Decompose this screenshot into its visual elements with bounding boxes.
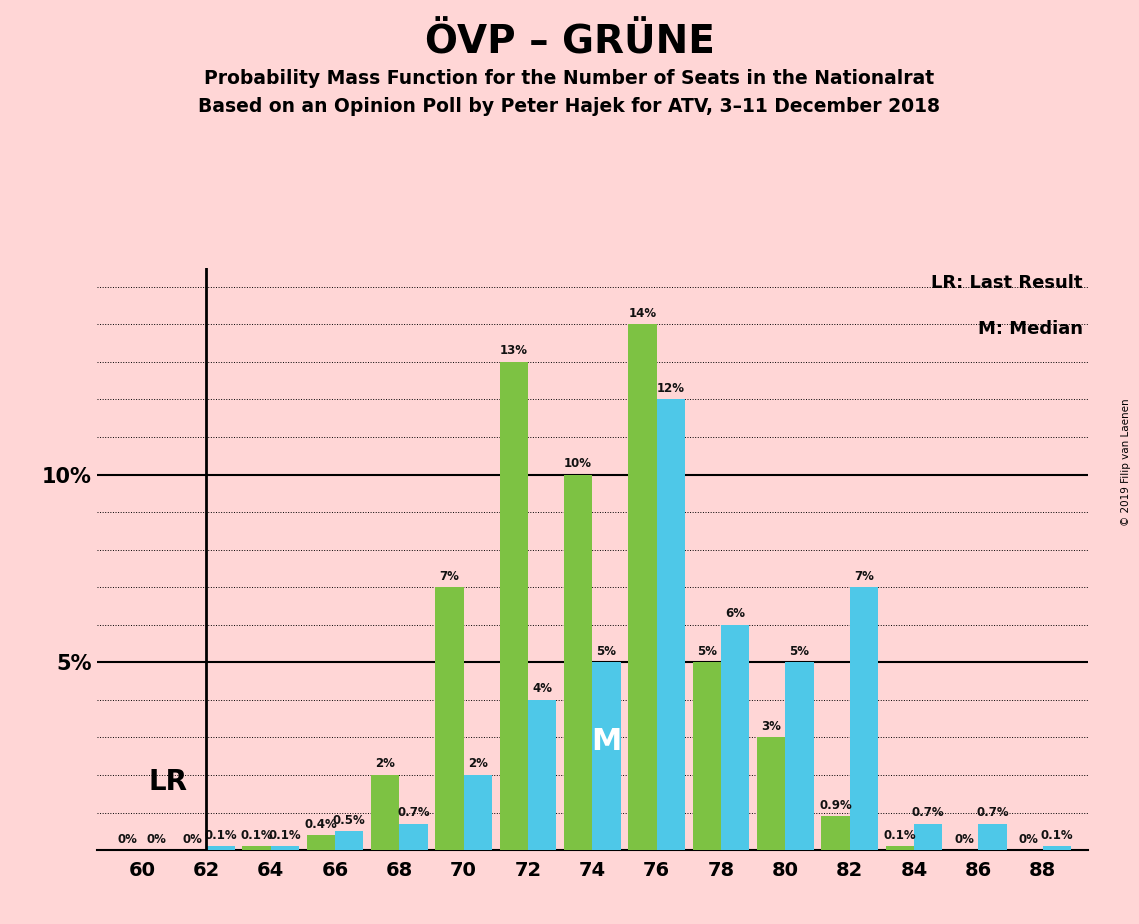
Bar (913, 824, 942, 850)
Bar (850, 587, 878, 850)
Text: 3%: 3% (761, 720, 781, 733)
Text: 0.5%: 0.5% (333, 814, 366, 827)
Text: 0.1%: 0.1% (1041, 829, 1073, 842)
Bar (978, 824, 1007, 850)
Text: 0.1%: 0.1% (240, 829, 272, 842)
Text: 0.7%: 0.7% (976, 807, 1009, 820)
Text: 14%: 14% (629, 307, 656, 320)
Text: 0.7%: 0.7% (398, 807, 429, 820)
Bar (656, 399, 685, 850)
Bar (886, 846, 913, 850)
Bar (306, 835, 335, 850)
Bar (1042, 846, 1071, 850)
Text: ÖVP – GRÜNE: ÖVP – GRÜNE (425, 23, 714, 61)
Text: 0.1%: 0.1% (884, 829, 916, 842)
Text: 6%: 6% (726, 607, 745, 620)
Text: 2%: 2% (375, 758, 395, 771)
Bar (564, 475, 592, 850)
Text: 0.9%: 0.9% (819, 798, 852, 812)
Text: Probability Mass Function for the Number of Seats in the Nationalrat: Probability Mass Function for the Number… (204, 69, 935, 89)
Text: LR: Last Result: LR: Last Result (932, 274, 1083, 292)
Bar (592, 663, 621, 850)
Text: 0.1%: 0.1% (269, 829, 301, 842)
Text: © 2019 Filip van Laenen: © 2019 Filip van Laenen (1121, 398, 1131, 526)
Text: 0%: 0% (182, 833, 202, 845)
Text: 0%: 0% (117, 833, 138, 845)
Bar (335, 832, 363, 850)
Bar (271, 846, 298, 850)
Bar (693, 663, 721, 850)
Bar (206, 846, 235, 850)
Text: 7%: 7% (440, 570, 459, 583)
Text: M: M (591, 727, 622, 756)
Text: 2%: 2% (468, 758, 487, 771)
Text: 5%: 5% (697, 645, 716, 658)
Bar (785, 663, 813, 850)
Text: 10%: 10% (564, 457, 592, 470)
Text: LR: LR (148, 769, 187, 796)
Bar (371, 775, 400, 850)
Bar (500, 362, 528, 850)
Bar (528, 699, 556, 850)
Text: 5%: 5% (789, 645, 810, 658)
Bar (400, 824, 427, 850)
Text: 0.7%: 0.7% (912, 807, 944, 820)
Bar (629, 324, 656, 850)
Text: 0%: 0% (1018, 833, 1039, 845)
Text: 5%: 5% (597, 645, 616, 658)
Bar (435, 587, 464, 850)
Text: 0.4%: 0.4% (304, 818, 337, 831)
Text: M: Median: M: Median (977, 321, 1083, 338)
Text: 0%: 0% (146, 833, 166, 845)
Bar (464, 775, 492, 850)
Bar (721, 625, 749, 850)
Text: 12%: 12% (657, 382, 685, 395)
Text: 0.1%: 0.1% (204, 829, 237, 842)
Bar (821, 816, 850, 850)
Text: 7%: 7% (854, 570, 874, 583)
Text: 0%: 0% (954, 833, 974, 845)
Bar (757, 737, 785, 850)
Bar (243, 846, 271, 850)
Text: 4%: 4% (532, 682, 552, 696)
Text: Based on an Opinion Poll by Peter Hajek for ATV, 3–11 December 2018: Based on an Opinion Poll by Peter Hajek … (198, 97, 941, 116)
Text: 13%: 13% (500, 345, 527, 358)
